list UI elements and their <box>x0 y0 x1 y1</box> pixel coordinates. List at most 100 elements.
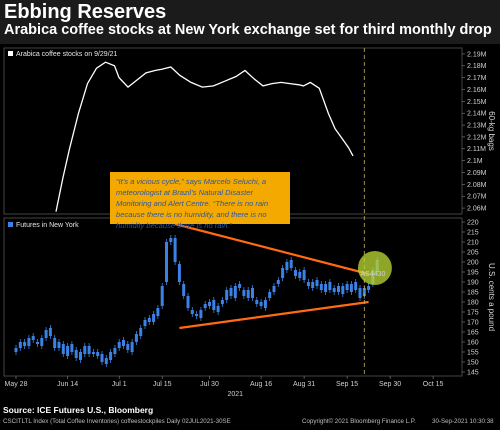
candle-body <box>285 262 289 270</box>
candle-body <box>358 288 362 298</box>
stocks-ytick-label: 2.18M <box>467 63 487 70</box>
candle-body <box>23 342 27 346</box>
candle-body <box>315 280 319 286</box>
candle-body <box>156 308 160 316</box>
candle-body <box>246 290 250 298</box>
stocks-ytick-label: 2.08M <box>467 182 487 189</box>
futures-ytick-label: 220 <box>467 219 479 226</box>
stocks-panel: Arabica coffee stocks on 9/29/21 2.06M 2.0… <box>3 47 496 215</box>
futures-xtick-label: Aug 16 <box>250 381 272 388</box>
candle-body <box>324 284 328 292</box>
candle-body <box>251 288 254 298</box>
candle-body <box>298 272 302 278</box>
index-line: CSCITLTL Index (Total Coffee Inventories… <box>3 418 231 425</box>
candle-body <box>242 290 246 296</box>
quote-text: “It’s a vicious cycle,” says Marcelo Sel… <box>116 177 269 230</box>
futures-xtick-label: Oct 15 <box>423 381 444 388</box>
stocks-ytick-label: 2.06M <box>467 205 487 212</box>
candle-body <box>195 314 199 316</box>
candle-body <box>113 348 117 354</box>
candle-body <box>177 264 181 282</box>
futures-xtick-label: Jul 15 <box>153 381 172 388</box>
stocks-ytick-label: 2.17M <box>467 75 487 82</box>
candle-body <box>117 342 121 348</box>
candle-body <box>70 344 74 352</box>
futures-ytick-label: 185 <box>467 289 479 296</box>
candle-body <box>134 334 138 342</box>
candle-body <box>147 318 151 322</box>
candle-body <box>74 350 78 358</box>
candle-body <box>160 286 164 306</box>
candle-body <box>367 286 371 290</box>
candle-body <box>109 352 113 360</box>
stocks-ytick-label: 2.09M <box>467 170 487 177</box>
futures-xtick-label: Sep 30 <box>379 381 401 388</box>
candle-body <box>173 238 177 262</box>
candle-body <box>190 310 194 314</box>
futures-legend-swatch <box>8 222 13 227</box>
candle-body <box>220 300 224 304</box>
futures-xtick-label: Aug 31 <box>293 381 315 388</box>
candle-body <box>311 282 315 288</box>
chart-subtitle: Arabica coffee stocks at New York exchan… <box>4 22 492 38</box>
futures-ytick-label: 155 <box>467 349 479 356</box>
candle-body <box>216 306 220 312</box>
futures-ytick-label: 150 <box>467 359 479 366</box>
quote-callout: “It’s a vicious cycle,” says Marcelo Sel… <box>110 172 290 230</box>
futures-ytick-label: 200 <box>467 259 479 266</box>
candle-body <box>182 284 186 296</box>
candle-body <box>100 354 104 362</box>
candle-body <box>126 344 130 350</box>
futures-year-label: 2021 <box>228 391 244 398</box>
candle-body <box>203 304 207 308</box>
candle-body <box>306 282 310 286</box>
futures-ytick-label: 205 <box>467 249 479 256</box>
candle-body <box>83 346 87 354</box>
futures-ytick-label: 175 <box>467 309 479 316</box>
candle-body <box>27 338 31 346</box>
candle-body <box>152 314 156 322</box>
annotation-label: AS4430 <box>360 271 385 278</box>
stocks-y-axis-label: 60-kg bags <box>487 111 496 151</box>
candle-body <box>143 320 147 326</box>
futures-ytick-label: 210 <box>467 239 479 246</box>
futures-ytick-label: 195 <box>467 269 479 276</box>
header-bar: Ebbing Reserves Arabica coffee stocks at… <box>0 0 500 44</box>
candle-body <box>272 286 276 292</box>
candle-body <box>91 352 95 354</box>
futures-y-axis-label: U.S. cents a pound <box>487 263 496 331</box>
stocks-ytick-label: 2.16M <box>467 87 487 94</box>
candle-body <box>263 300 267 308</box>
chart-title: Ebbing Reserves <box>4 1 167 23</box>
candle-body <box>18 342 22 348</box>
stocks-line <box>55 61 354 212</box>
footer: Source: ICE Futures U.S., Bloomberg CSCI… <box>0 404 500 430</box>
stocks-ytick-label: 2.07M <box>467 194 487 201</box>
candle-body <box>328 282 332 290</box>
candle-body <box>362 288 366 296</box>
futures-ytick-label: 215 <box>467 229 479 236</box>
futures-ytick-label: 160 <box>467 339 479 346</box>
candle-body <box>61 344 65 354</box>
trend-line <box>174 222 369 276</box>
candle-body <box>255 300 259 304</box>
candle-body <box>122 340 125 346</box>
highlight-circle <box>357 251 392 285</box>
futures-xtick-label: Jun 14 <box>57 381 78 388</box>
futures-ytick-label: 145 <box>467 369 479 376</box>
trend-line <box>179 300 369 330</box>
candle-body <box>57 342 61 348</box>
futures-legend-label: Futures in New York <box>16 222 79 229</box>
stocks-ytick-label: 2.15M <box>467 99 487 106</box>
timestamp: 30-Sep-2021 10:30:38 <box>432 418 494 425</box>
candle-body <box>130 342 134 352</box>
candle-body <box>354 282 358 290</box>
stocks-ytick-label: 2.19M <box>467 51 487 58</box>
candle-body <box>276 280 280 284</box>
futures-xtick-label: Sep 15 <box>336 381 358 388</box>
candle-body <box>319 284 323 290</box>
candle-body <box>79 352 82 360</box>
futures-panel-frame <box>3 217 463 377</box>
candle-body <box>53 338 57 348</box>
